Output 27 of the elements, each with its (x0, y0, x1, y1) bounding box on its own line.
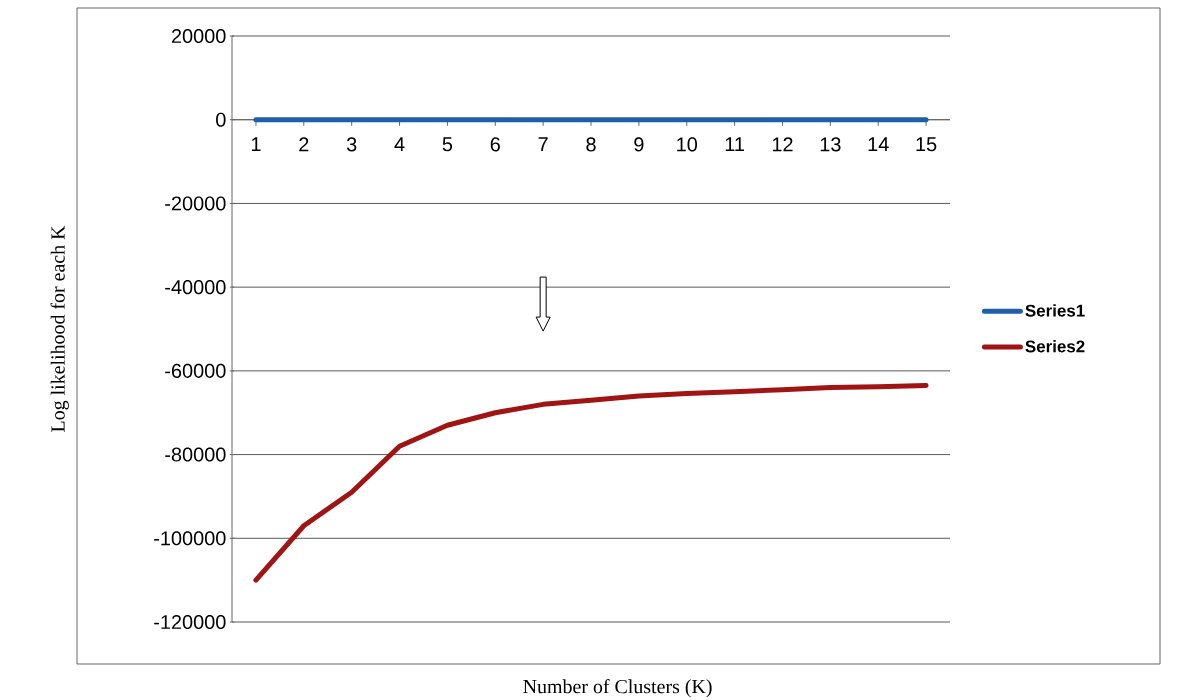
y-tick-label: -60000 (165, 363, 226, 378)
y-axis-title: Log likelihood for each K (50, 225, 69, 432)
x-tick-label: 2 (299, 137, 309, 152)
y-tick-label: -80000 (165, 447, 226, 462)
x-axis-title: Number of Clusters (K) (523, 679, 712, 698)
x-tick-label: 13 (820, 137, 841, 152)
y-tick-label: 0 (216, 112, 226, 127)
x-tick-label: 9 (634, 137, 644, 152)
y-tick-label: 20000 (171, 28, 226, 44)
legend-label: Series1 (1025, 304, 1085, 317)
y-tick-label: -20000 (165, 196, 226, 211)
y-tick-label: -100000 (154, 531, 226, 546)
x-tick-label: 1 (251, 137, 261, 152)
y-tick-label: -40000 (165, 280, 226, 295)
x-tick-label: 7 (538, 137, 548, 152)
legend-label: Series2 (1025, 340, 1085, 353)
x-tick-label: 10 (677, 137, 698, 152)
x-tick-label: 14 (868, 137, 889, 152)
x-tick-label: 6 (490, 137, 500, 152)
x-tick-label: 8 (586, 137, 596, 152)
x-tick-label: 15 (916, 137, 937, 152)
x-tick-label: 12 (772, 137, 793, 152)
x-tick-label: 5 (442, 137, 453, 152)
x-tick-label: 4 (394, 137, 405, 152)
y-tick-label: -120000 (154, 614, 226, 630)
x-tick-label: 3 (346, 137, 357, 152)
x-tick-label: 11 (725, 137, 744, 152)
